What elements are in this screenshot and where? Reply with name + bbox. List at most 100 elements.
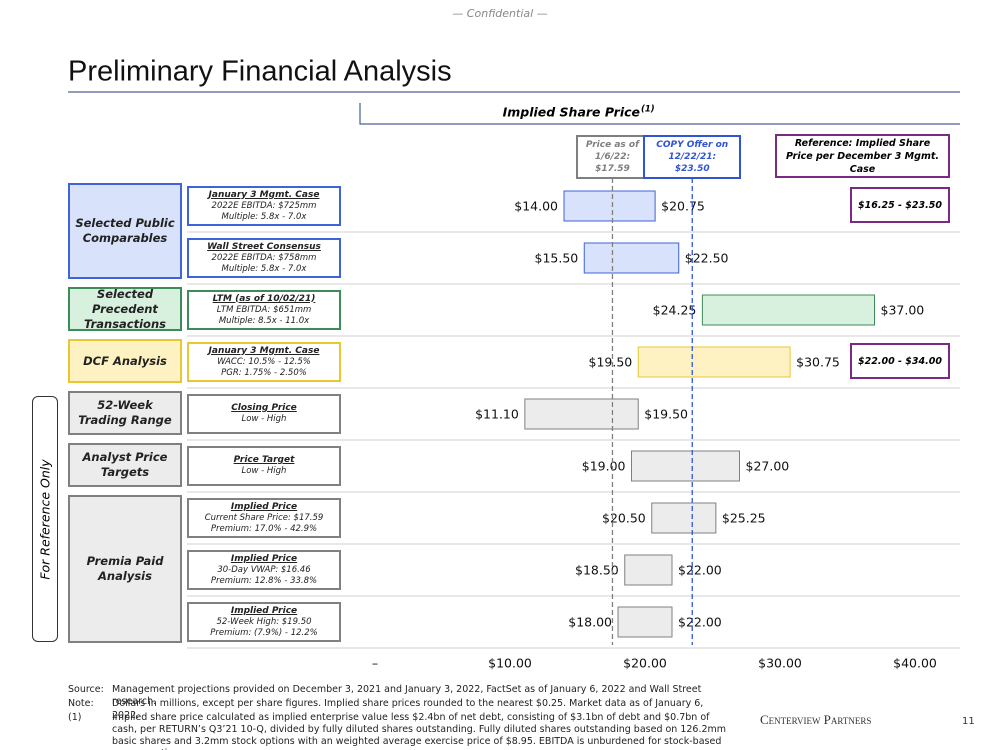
range-bar <box>563 190 656 222</box>
reference-line-box: Price as of 1/6/22: $17.59 <box>576 135 649 179</box>
x-tick-label: $20.00 <box>623 656 667 671</box>
high-label: $20.75 <box>661 199 705 214</box>
low-label: $18.50 <box>575 563 619 578</box>
low-label: $14.00 <box>514 199 558 214</box>
method-title: LTM (as of 10/02/21) <box>212 293 316 304</box>
method-detail: Multiple: 8.5x - 11.0x <box>218 315 310 326</box>
group-box: Selected Precedent Transactions <box>68 287 182 331</box>
page-number: 11 <box>962 716 975 727</box>
group-box: Analyst Price Targets <box>68 443 182 487</box>
high-label: $22.50 <box>685 251 729 266</box>
method-detail: WACC: 10.5% - 12.5% <box>217 356 311 367</box>
range-bar <box>617 606 673 638</box>
logo: Centerview Partners <box>760 712 871 727</box>
method-box: Wall Street Consensus 2022E EBITDA: $758m… <box>187 238 341 278</box>
method-detail: 2022E EBITDA: $725mm <box>211 200 317 211</box>
high-label: $25.25 <box>722 511 766 526</box>
group-box: DCF Analysis <box>68 339 182 383</box>
method-detail: Low - High <box>241 466 287 476</box>
low-label: $20.50 <box>602 511 646 526</box>
method-detail: Multiple: 5.8x - 7.0x <box>221 263 307 274</box>
range-bar <box>637 346 791 378</box>
reference-header-text: Reference: Implied Share Price per Decem… <box>786 137 939 175</box>
group-label: Selected Public Comparables <box>75 216 175 245</box>
method-detail: PGR: 1.75% - 2.50% <box>221 367 307 378</box>
reference-line-label: Price as of <box>585 140 639 150</box>
group-label: Selected Precedent Transactions <box>84 286 166 331</box>
side-label-box: For Reference Only <box>32 396 58 642</box>
reference-line-box: COPY Offer on 12/22/21: $23.50 <box>643 135 742 179</box>
method-detail: 2022E EBITDA: $758mm <box>211 252 317 263</box>
method-box: January 3 Mgmt. Case 2022E EBITDA: $725mm… <box>187 186 341 226</box>
method-detail: Low - High <box>241 414 287 424</box>
header-rule <box>359 103 960 125</box>
low-label: $15.50 <box>535 251 579 266</box>
footnote-label: (1) <box>68 712 82 723</box>
method-detail: 30-Day VWAP: $16.46 <box>217 564 311 575</box>
range-bar <box>583 242 680 274</box>
method-box: January 3 Mgmt. Case WACC: 10.5% - 12.5% P… <box>187 342 341 382</box>
low-label: $11.10 <box>475 407 519 422</box>
range-bar <box>701 294 875 326</box>
footnote-text: Implied share price calculated as implie… <box>112 712 727 750</box>
method-box: Implied Price 52-Week High: $19.50 Premium… <box>187 602 341 642</box>
group-box: Premia Paid Analysis <box>68 495 182 643</box>
method-box: LTM (as of 10/02/21) LTM EBITDA: $651mm Mu… <box>187 290 341 330</box>
group-label: DCF Analysis <box>83 353 167 368</box>
range-bar <box>624 554 673 586</box>
x-tick-label: $10.00 <box>488 656 532 671</box>
range-bar <box>651 502 717 534</box>
low-label: $19.50 <box>589 355 633 370</box>
high-label: $30.75 <box>796 355 840 370</box>
method-detail: Premium: 12.8% - 33.8% <box>210 575 318 586</box>
method-title: January 3 Mgmt. Case <box>208 345 320 356</box>
confidential: — Confidential — <box>452 7 547 20</box>
method-title: Implied Price <box>230 605 298 616</box>
footnote-label: Note: <box>68 698 94 709</box>
high-label: $19.50 <box>644 407 688 422</box>
high-label: $27.00 <box>746 459 790 474</box>
high-label: $37.00 <box>881 303 925 318</box>
method-detail: Premium: (7.9%) - 12.2% <box>210 627 318 638</box>
group-box: Selected Public Comparables <box>68 183 182 279</box>
method-title: Implied Price <box>230 501 298 512</box>
x-tick-label: $30.00 <box>758 656 802 671</box>
x-tick-label: $40.00 <box>893 656 937 671</box>
method-title: Implied Price <box>230 553 298 564</box>
reference-range: $16.25 - $23.50 <box>850 187 950 223</box>
chart-title-note: (1) <box>641 105 655 115</box>
method-detail: Current Share Price: $17.59 <box>204 512 324 523</box>
method-detail: 52-Week High: $19.50 <box>216 616 312 627</box>
reference-header: Reference: Implied Share Price per Decem… <box>775 134 950 178</box>
reference-line-label: 1/6/22: <box>594 152 631 162</box>
low-label: $18.00 <box>568 615 612 630</box>
range-bar <box>631 450 740 482</box>
reference-range: $22.00 - $34.00 <box>850 343 950 379</box>
footnote: Note: Dollars in millions, except per sha… <box>68 698 728 722</box>
reference-line-value: $17.59 <box>595 164 630 174</box>
low-label: $24.25 <box>653 303 697 318</box>
reference-line-label: COPY Offer on <box>656 140 729 150</box>
reference-line-value: $23.50 <box>674 164 710 174</box>
method-detail: LTM EBITDA: $651mm <box>216 304 312 315</box>
method-box: Implied Price 30-Day VWAP: $16.46 Premium:… <box>187 550 341 590</box>
group-box: 52-Week Trading Range <box>68 391 182 435</box>
method-box: Price Target Low - High <box>187 446 341 486</box>
reference-line-label: 12/22/21: <box>668 152 717 162</box>
method-box: Implied Price Current Share Price: $17.59… <box>187 498 341 538</box>
method-title: Price Target <box>233 455 295 465</box>
page-title: Preliminary Financial Analysis <box>68 56 452 88</box>
reference-range-text: $16.25 - $23.50 <box>858 199 942 211</box>
high-label: $22.00 <box>678 563 722 578</box>
footnote: (1) Implied share price calculated as imp… <box>68 712 728 750</box>
group-label: Analyst Price Targets <box>82 450 168 479</box>
side-label: For Reference Only <box>37 458 53 580</box>
group-label: Premia Paid Analysis <box>86 554 164 583</box>
method-detail: Premium: 17.0% - 42.9% <box>210 523 318 534</box>
range-bar <box>524 398 639 430</box>
method-detail: Multiple: 5.8x - 7.0x <box>221 211 307 222</box>
footnote-text: Dollars in millions, except per share fi… <box>112 698 704 721</box>
footnote-label: Source: <box>68 684 104 695</box>
footnote: Source: Management projections provided o… <box>68 684 728 708</box>
